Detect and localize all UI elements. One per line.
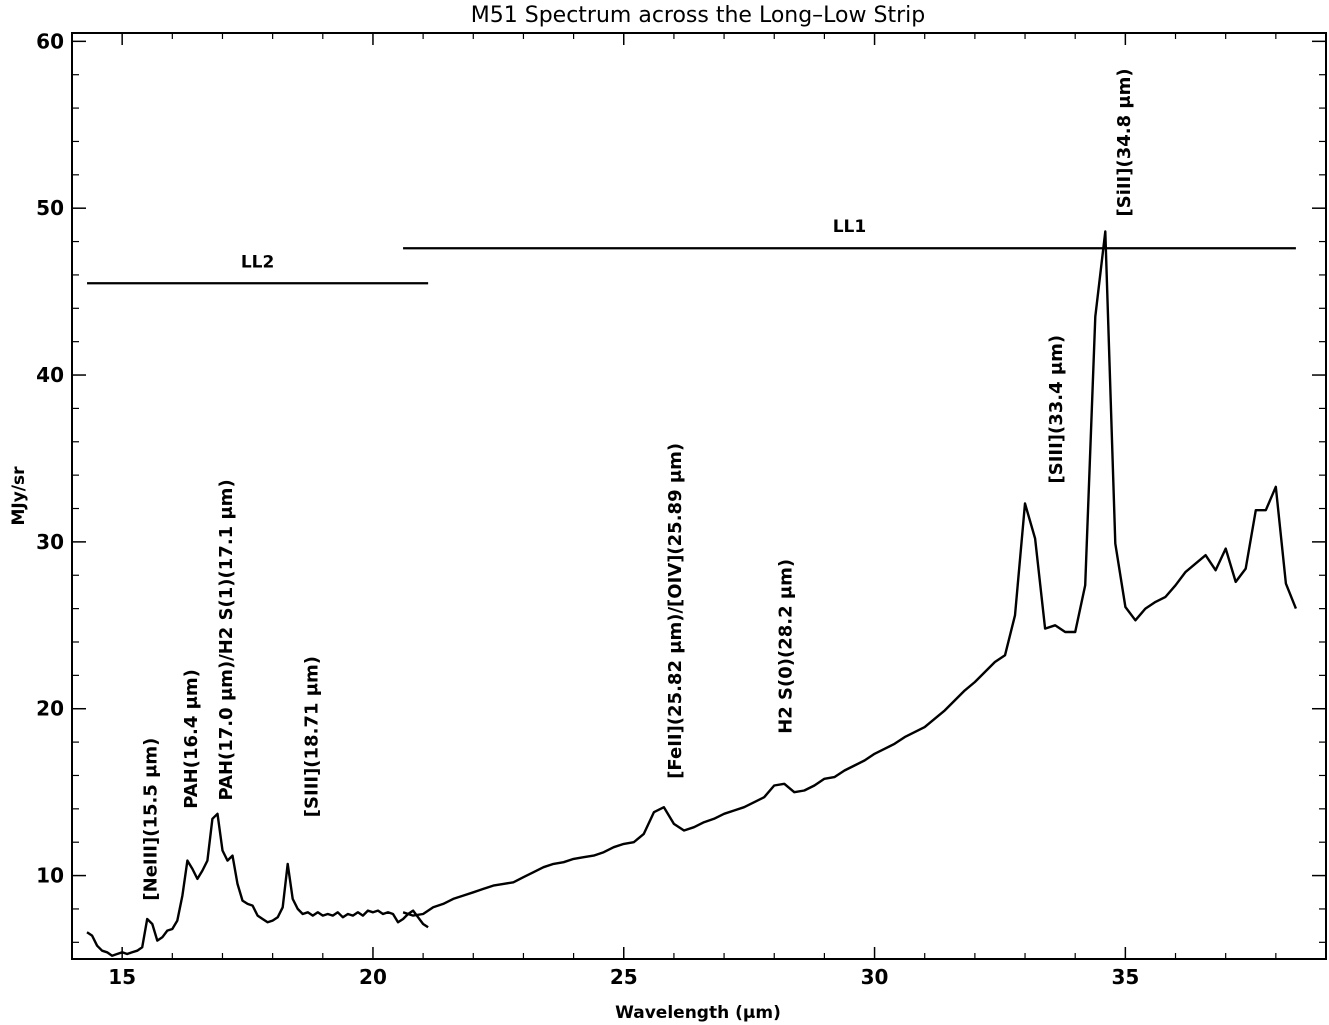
plot-frame — [71, 32, 1327, 960]
x-tick-label: 25 — [610, 965, 638, 989]
line-annotation: [SIII](18.71 μm) — [301, 656, 322, 817]
x-tick-label: 15 — [108, 965, 136, 989]
line-annotation: [FeII](25.82 μm)/[OIV](25.89 μm) — [665, 443, 686, 779]
x-tick-label: 20 — [359, 965, 387, 989]
y-tick-label: 60 — [36, 29, 64, 53]
line-annotation: [NeIII](15.5 μm) — [141, 738, 162, 901]
band-label: LL1 — [833, 217, 867, 237]
band-label: LL2 — [241, 252, 275, 272]
module-bands: LL2 LL1 — [87, 217, 1296, 285]
spectrum-lines — [86, 230, 1298, 957]
line-annotation: PAH(16.4 μm) — [181, 669, 202, 809]
line-annotation: PAH(17.0 μm)/H2 S(1)(17.1 μm) — [216, 479, 237, 800]
y-axis-label: MJy/sr — [9, 466, 29, 526]
axis-ticks: 15 20 25 30 35 10 20 30 40 50 60 — [36, 29, 1327, 989]
y-tick-label: 50 — [36, 196, 64, 220]
line-annotation: [SiII](34.8 μm) — [1114, 68, 1135, 216]
line-annotations: [NeIII](15.5 μm) PAH(16.4 μm) PAH(17.0 μm)… — [141, 68, 1135, 900]
spectrum-series-line — [402, 230, 1298, 917]
y-tick-label: 20 — [36, 697, 64, 721]
x-axis-label: Wavelength (μm) — [615, 1003, 781, 1023]
x-tick-label: 30 — [861, 965, 889, 989]
spectrum-series-line — [86, 812, 429, 957]
x-tick-label: 35 — [1111, 965, 1139, 989]
y-tick-label: 10 — [36, 864, 64, 888]
line-annotation: [SIII](33.4 μm) — [1046, 335, 1067, 484]
y-tick-label: 30 — [36, 530, 64, 554]
chart-title: M51 Spectrum across the Long–Low Strip — [471, 3, 925, 28]
line-annotation: H2 S(0)(28.2 μm) — [775, 559, 796, 734]
y-tick-label: 40 — [36, 363, 64, 387]
